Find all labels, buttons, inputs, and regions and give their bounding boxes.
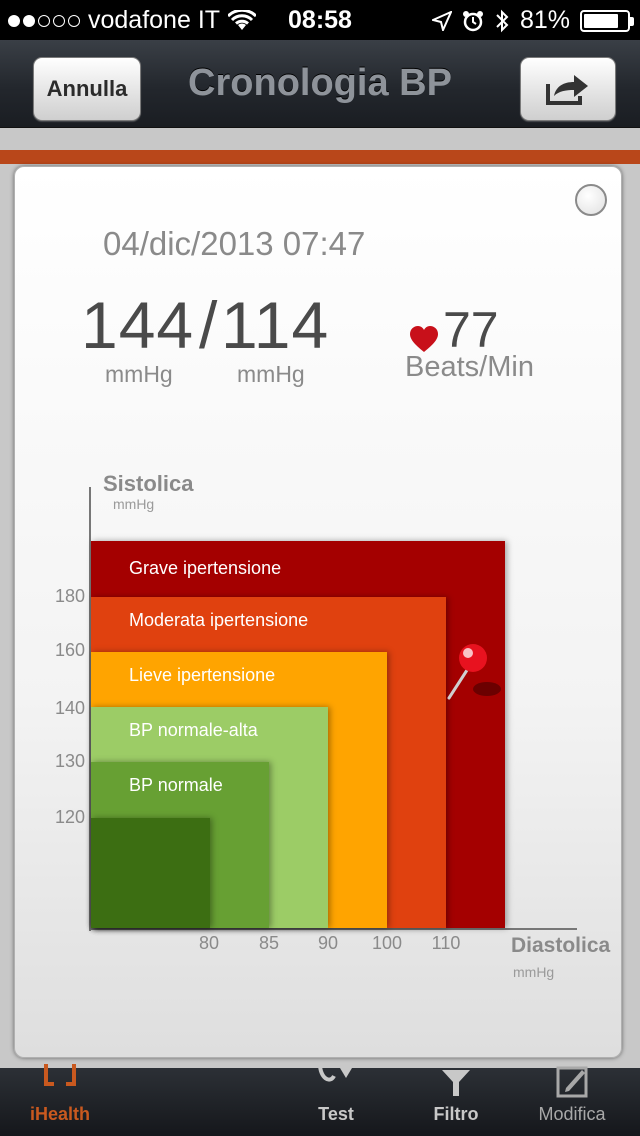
x-tick-label: 85 xyxy=(258,933,280,953)
status-right: 81% xyxy=(431,6,634,35)
ihealth-bracket-icon xyxy=(44,1064,76,1086)
zone-label: BP normale-alta xyxy=(129,720,258,740)
x-axis-title: Diastolica xyxy=(511,934,611,957)
alarm-clock-icon xyxy=(462,10,483,31)
battery-fill xyxy=(584,13,619,28)
systolic-unit: mmHg xyxy=(105,361,173,387)
x-tick-label: 90 xyxy=(317,933,339,953)
y-tick-label: 130 xyxy=(54,751,85,771)
x-tick-label: 110 xyxy=(431,933,461,953)
y-axis-line xyxy=(89,487,91,931)
signal-dot xyxy=(38,14,50,27)
x-axis-unit: mmHg xyxy=(513,964,555,980)
tab-ihealth-label: iHealth xyxy=(29,1104,90,1124)
heart-icon xyxy=(410,326,438,352)
tab-filtro[interactable]: Filtro xyxy=(396,1068,516,1136)
orange-strip xyxy=(0,150,640,164)
navigation-bar: Annulla Cronologia BP xyxy=(0,40,640,128)
x-tick-label: 80 xyxy=(198,933,220,953)
zone-label: Lieve ipertensione xyxy=(129,665,276,685)
tab-filtro-label: Filtro xyxy=(433,1104,479,1124)
edit-icon xyxy=(556,1066,588,1098)
signal-dot xyxy=(68,14,80,27)
pulse-unit: Beats/Min xyxy=(405,351,534,383)
bp-record-card: 04/dic/2013 07:47 144 / 114 mmHg mmHg 77… xyxy=(14,166,622,1058)
x-axis-line xyxy=(89,928,577,930)
zone-label: Grave ipertensione xyxy=(129,558,282,578)
battery-percentage: 81% xyxy=(519,6,570,34)
y-tick-label: 140 xyxy=(54,698,85,718)
zone-label: BP normale xyxy=(129,775,223,795)
signal-dot xyxy=(23,14,35,27)
diastolic-unit: mmHg xyxy=(237,361,305,387)
tab-ihealth[interactable]: iHealth xyxy=(0,1064,120,1136)
tab-modifica-label: Modifica xyxy=(538,1104,606,1124)
share-button[interactable] xyxy=(520,57,616,121)
signal-strength-icon xyxy=(8,14,80,27)
bp-classification-chart: Sistolica mmHg Diastolica mmHg Grave ipe… xyxy=(15,167,623,1059)
y-tick-label: 120 xyxy=(54,807,85,827)
signal-dot xyxy=(53,14,65,27)
bluetooth-icon xyxy=(496,9,509,32)
zone-label: Moderata ipertensione xyxy=(129,610,309,630)
tab-modifica[interactable]: Modifica xyxy=(512,1066,632,1136)
signal-dot xyxy=(8,14,20,27)
systolic-value: 144 xyxy=(81,288,195,362)
cancel-button[interactable]: Annulla xyxy=(33,57,141,121)
value-separator: / xyxy=(199,288,218,362)
status-left: vodafone IT xyxy=(8,6,257,35)
carrier-name: vodafone IT xyxy=(88,6,221,34)
filter-icon xyxy=(442,1070,470,1096)
reading-marker-pin-icon xyxy=(447,644,501,700)
status-bar: vodafone IT 08:58 81% xyxy=(0,0,640,40)
pulse-value: 77 xyxy=(443,302,499,358)
location-arrow-icon xyxy=(431,10,452,31)
tab-test-label: Test xyxy=(318,1104,354,1124)
page-title: Cronologia BP xyxy=(188,62,452,104)
battery-icon xyxy=(580,9,634,32)
status-time: 08:58 xyxy=(288,6,352,34)
x-tick-label: 100 xyxy=(371,933,403,953)
zone-ottimale xyxy=(91,818,210,928)
y-axis-unit: mmHg xyxy=(113,496,155,512)
share-icon xyxy=(546,75,588,105)
reading-date: 04/dic/2013 07:47 xyxy=(103,225,366,262)
y-tick-label: 180 xyxy=(54,586,85,606)
wifi-icon xyxy=(228,9,257,30)
y-tick-label: 160 xyxy=(54,640,85,660)
tab-test[interactable]: Test xyxy=(276,1064,396,1136)
select-record-radio[interactable] xyxy=(575,184,607,216)
y-axis-title: Sistolica xyxy=(103,471,194,496)
stethoscope-icon xyxy=(318,1064,352,1082)
tab-bar: iHealth Test Filtro Modifica xyxy=(0,1064,640,1136)
diastolic-value: 114 xyxy=(221,288,330,362)
